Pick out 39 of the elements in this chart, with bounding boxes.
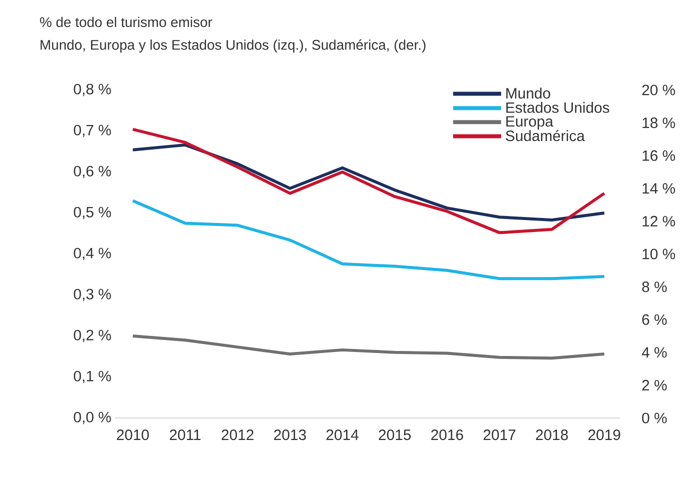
x-tick-label: 2019 xyxy=(588,430,620,440)
legend-label: Estados Unidos xyxy=(506,102,610,113)
line-series xyxy=(131,334,606,360)
y-tick-label: 0,4 % xyxy=(74,248,111,260)
y-tick-label: 0,3 % xyxy=(74,288,111,302)
y2-tick-label: 4 % xyxy=(642,347,667,358)
y2-tick-label: 16 % xyxy=(642,150,676,161)
y2-tick-label: 6 % xyxy=(642,314,667,325)
y-tick-label: 0,5 % xyxy=(74,206,111,220)
y2-tick-label: 0 % xyxy=(642,412,667,424)
x-tick-label: 2016 xyxy=(431,430,464,440)
y-tick-label: 0,6 % xyxy=(74,166,111,178)
x-tick-label: 2015 xyxy=(378,430,411,440)
y2-tick-label: 14 % xyxy=(642,183,676,194)
y-tick-label: 0,0 % xyxy=(74,412,111,424)
line-series xyxy=(131,143,606,222)
legend-label: Sudamérica xyxy=(506,130,585,142)
y2-tick-label: 2 % xyxy=(642,380,667,390)
x-tick-label: 2014 xyxy=(326,430,359,440)
x-tick-label: 2018 xyxy=(536,430,568,440)
y2-tick-label: 12 % xyxy=(642,216,676,226)
x-tick-label: 2012 xyxy=(222,430,254,440)
x-tick-label: 2013 xyxy=(274,430,306,440)
legend-label: Europa xyxy=(506,116,554,130)
y2-tick-label: 10 % xyxy=(642,248,676,260)
y-tick-label: 0,2 % xyxy=(74,330,111,342)
chart-subtitle: Mundo, Europa y los Estados Unidos (izq.), Sudamérica, (der.) xyxy=(40,39,426,53)
x-tick-label: 2017 xyxy=(484,430,516,440)
y-tick-label: 0,8 % xyxy=(74,84,111,96)
y2-tick-label: 8 % xyxy=(642,282,667,292)
line-series xyxy=(131,199,606,280)
chart-title: % de todo el turismo emisor xyxy=(40,16,212,28)
legend-label: Mundo xyxy=(506,88,550,99)
x-tick-label: 2011 xyxy=(170,430,201,440)
x-tick-label: 2010 xyxy=(116,430,149,440)
y2-tick-label: 18 % xyxy=(642,118,676,128)
y2-tick-label: 20 % xyxy=(642,84,676,96)
y-tick-label: 0,1 % xyxy=(74,370,111,384)
y-tick-label: 0,7 % xyxy=(74,124,111,138)
